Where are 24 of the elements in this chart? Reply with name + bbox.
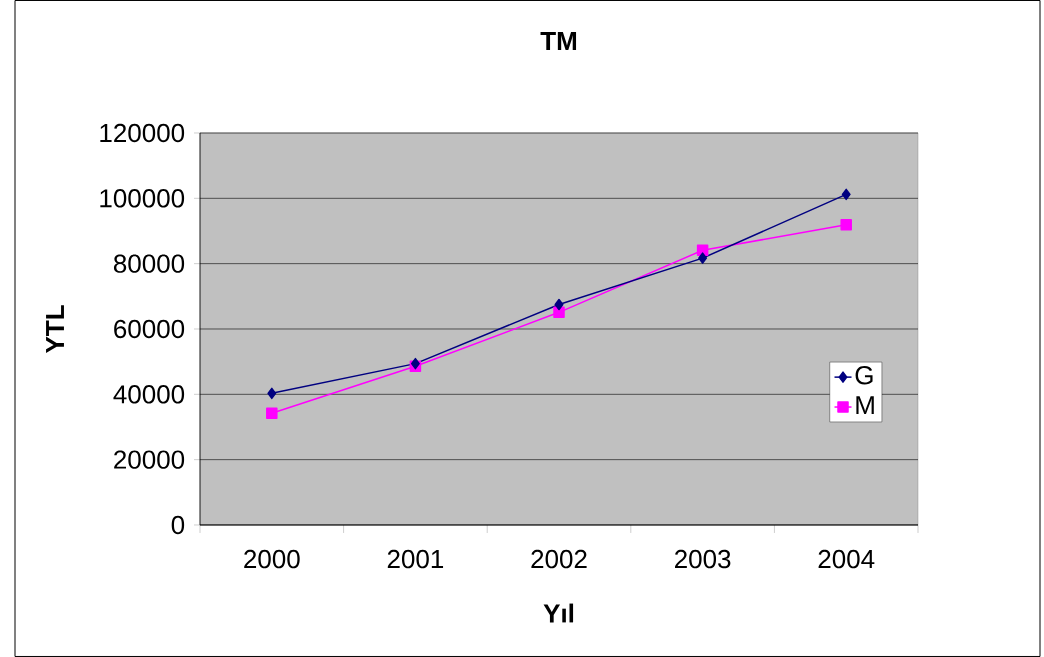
point: [840, 219, 852, 231]
y-tick-label: 0: [171, 515, 185, 535]
chart-title: TM: [540, 32, 577, 50]
x-tick-label: 2003: [675, 549, 731, 569]
y-tick-label: 100000: [100, 189, 185, 208]
x-tick-label: 2002: [531, 549, 587, 569]
y-tick-label: 60000: [114, 319, 185, 339]
y-tick-label: 20000: [114, 450, 185, 469]
y-tick-label: 120000: [100, 123, 185, 143]
point: [698, 252, 708, 264]
x-tick-label: 2004: [818, 549, 875, 569]
x-tick-label: 2001: [387, 549, 444, 569]
point: [841, 188, 851, 201]
point: [266, 407, 278, 420]
legend-label: M: [856, 396, 874, 415]
point: [267, 387, 277, 400]
point: [554, 298, 564, 311]
y-tick-label: 80000: [113, 254, 185, 273]
point: [553, 306, 565, 319]
y-axis-title: YTL: [46, 305, 64, 354]
x-tick-label: 2000: [244, 549, 300, 569]
y-tick-label: 40000: [113, 385, 185, 404]
legend-label: G: [855, 366, 873, 385]
x-axis-title: Yıl: [543, 603, 574, 623]
